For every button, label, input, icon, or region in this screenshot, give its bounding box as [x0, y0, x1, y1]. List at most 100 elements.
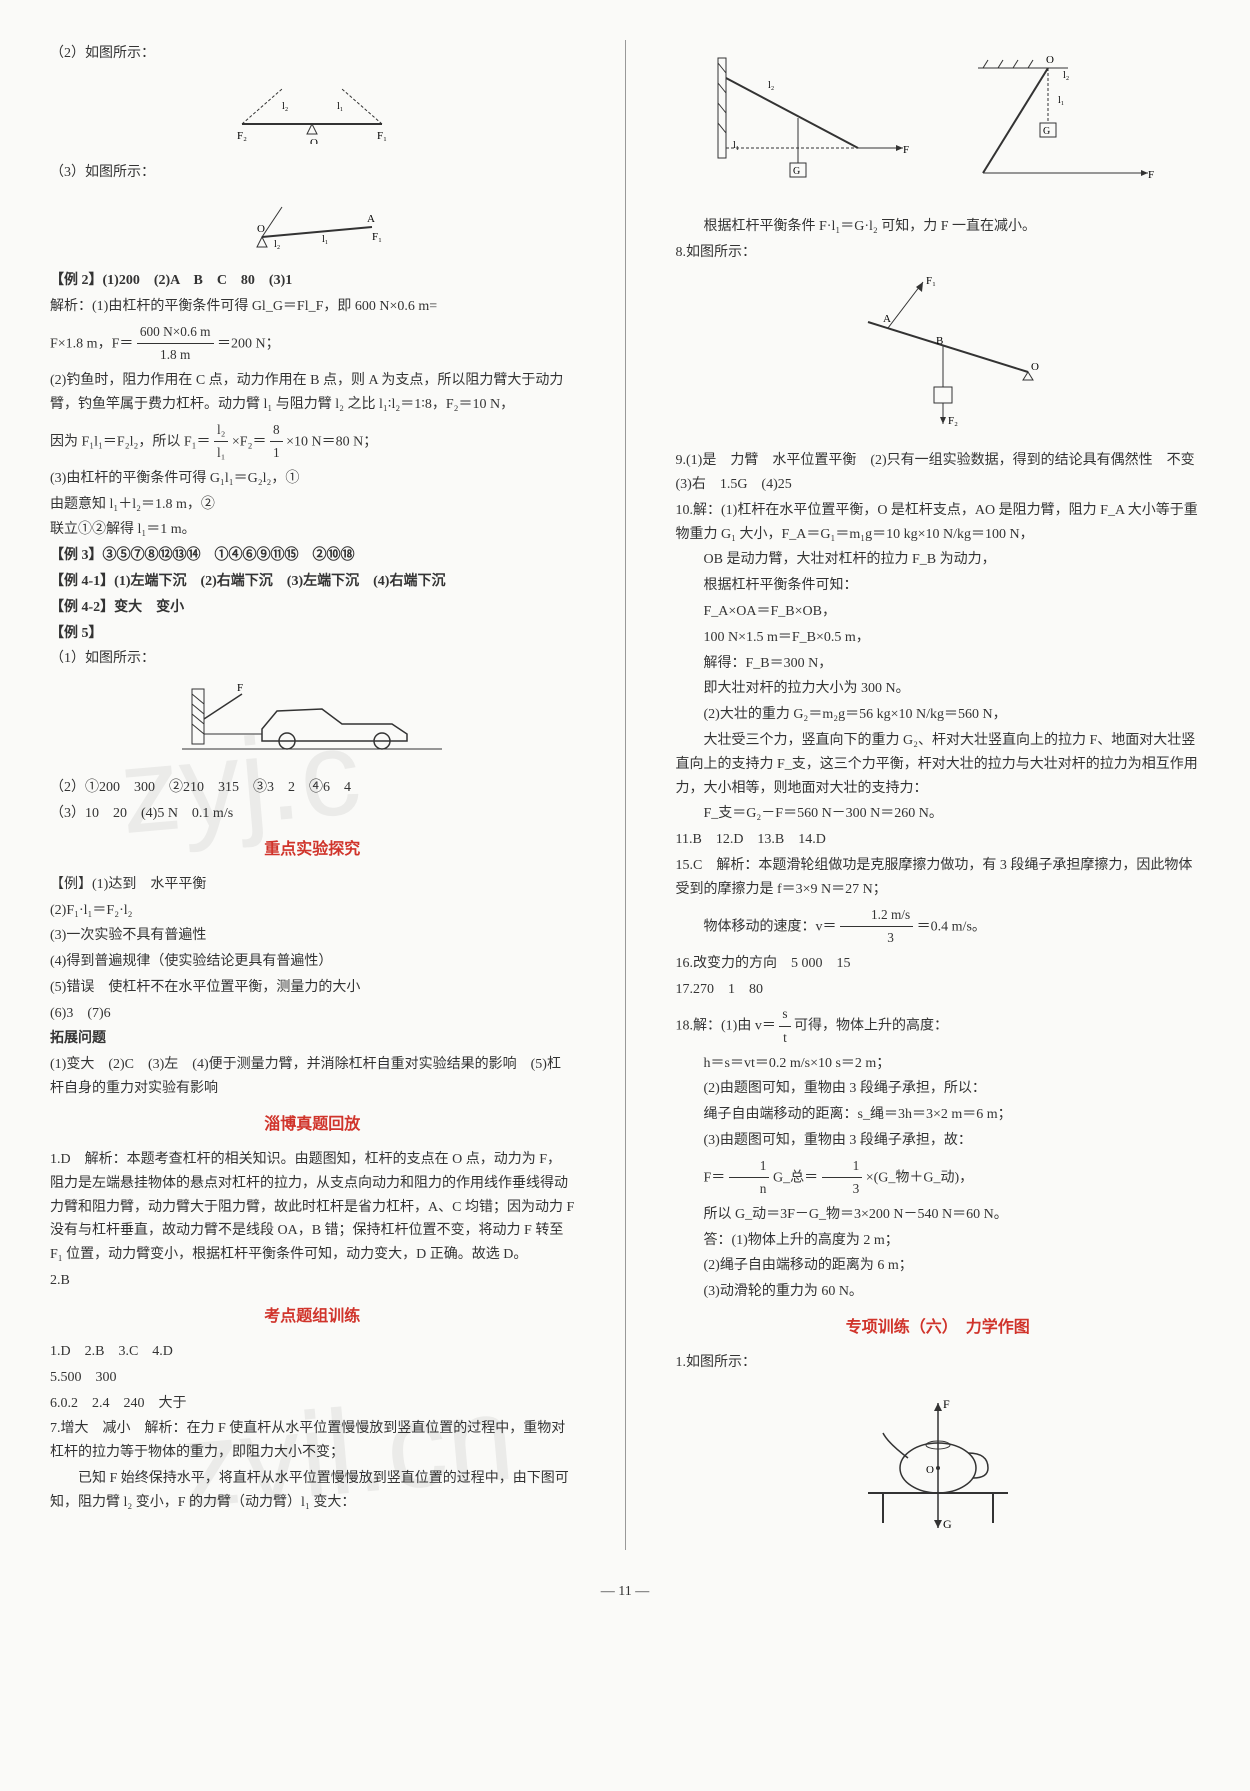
text-line: 1.D 2.B 3.C 4.D — [50, 1340, 575, 1364]
text-line: 联立①②解得 l₁＝1 m。 — [50, 518, 575, 542]
prefix: 18.解：(1)由 v＝ — [676, 1019, 776, 1034]
text-line: (2)钓鱼时，阻力作用在 C 点，动力作用在 B 点，则 A 为支点，所以阻力臂… — [50, 369, 575, 417]
example-2-head: 【例 2】(1)200 (2)A B C 80 (3)1 — [50, 269, 575, 293]
lever-2-svg: O A F₁ l₁ l₂ — [232, 192, 392, 252]
svg-text:F₁: F₁ — [377, 130, 387, 142]
text-line: F_支＝G₂－F＝560 N－300 N＝260 N。 — [676, 802, 1201, 826]
svg-text:A: A — [883, 313, 891, 325]
text-line: 16.改变力的方向 5 000 15 — [676, 952, 1201, 976]
svg-text:l₁: l₁ — [733, 140, 739, 151]
kettle-svg: F O G — [848, 1383, 1028, 1533]
figure-8: F₁ A O F₂ B — [676, 272, 1201, 441]
text-line: 6.0.2 2.4 240 大于 — [50, 1392, 575, 1416]
text-line: 11.B 12.D 13.B 14.D — [676, 828, 1201, 852]
page-columns: （2）如图所示： F₂ F₁ O l₂ l₁ （3）如图所示： O A — [50, 40, 1200, 1550]
text-line: 解析：(1)由杠杆的平衡条件可得 Gl_G＝Fl_F，即 600 N×0.6 m… — [50, 295, 575, 319]
fraction: 1n — [729, 1155, 770, 1201]
fraction: 1.2 m/s3 — [840, 904, 913, 950]
text-line: 17.270 1 80 — [676, 978, 1201, 1002]
section-heading-1: 重点实验探究 — [50, 836, 575, 863]
svg-text:O: O — [310, 137, 318, 144]
mid: ×F₂＝ — [232, 434, 267, 449]
text-line: 根据杠杆平衡条件可知： — [676, 574, 1201, 598]
svg-text:F: F — [903, 144, 909, 156]
section-heading-4: 专项训练（六） 力学作图 — [676, 1314, 1201, 1341]
text-line: (3)动滑轮的重力为 60 N。 — [676, 1280, 1201, 1304]
question-10-head: 10.解：(1)杠杆在水平位置平衡，O 是杠杆支点，AO 是阻力臂，阻力 F_A… — [676, 499, 1201, 547]
question-2: 2.B — [50, 1269, 575, 1293]
fraction: 81 — [270, 419, 283, 465]
figure-kettle: F O G — [676, 1383, 1201, 1542]
prefix: F＝ — [704, 1170, 726, 1185]
text-line: (2)由题图可知，重物由 3 段绳子承担，所以： — [676, 1077, 1201, 1101]
suffix: ＝0.4 m/s。 — [917, 919, 986, 934]
svg-text:O: O — [1046, 54, 1054, 66]
text-line: 即大壮对杆的拉力大小为 300 N。 — [676, 677, 1201, 701]
text-line: 【例】(1)达到 水平平衡 — [50, 873, 575, 897]
question-15: 15.C 解析：本题滑轮组做功是克服摩擦力做功，有 3 段绳子承担摩擦力，因此物… — [676, 854, 1201, 902]
fraction: st — [779, 1003, 790, 1049]
figure-lever-2: O A F₁ l₁ l₂ — [50, 192, 575, 261]
mid: G_总＝ — [773, 1170, 818, 1185]
text-line: (2)绳子自由端移动的距离为 6 m； — [676, 1254, 1201, 1278]
text-line: 7.增大 减小 解析：在力 F 使直杆从水平位置慢慢放到竖直位置的过程中，重物对… — [50, 1417, 575, 1465]
section-heading-2: 淄博真题回放 — [50, 1111, 575, 1138]
text-line: （3）10 20 (4)5 N 0.1 m/s — [50, 802, 575, 826]
extension-heading: 拓展问题 — [50, 1027, 575, 1051]
text-line: h＝s＝vt＝0.2 m/s×10 s＝2 m； — [676, 1052, 1201, 1076]
svg-text:F₁: F₁ — [372, 231, 382, 243]
text-line: (3)由题图可知，重物由 3 段绳子承担，故： — [676, 1129, 1201, 1153]
text-line: F×1.8 m，F＝ 600 N×0.6 m 1.8 m ＝200 N； — [50, 321, 575, 367]
left-column: （2）如图所示： F₂ F₁ O l₂ l₁ （3）如图所示： O A — [50, 40, 575, 1550]
text-line: 已知 F 始终保持水平，将直杆从水平位置慢慢放到竖直位置的过程中，由下图可知，阻… — [50, 1467, 575, 1515]
svg-text:l₁: l₁ — [322, 234, 328, 245]
text-line: (4)得到普遍规律（使实验结论更具有普遍性） — [50, 950, 575, 974]
svg-text:l₂: l₂ — [1063, 70, 1069, 81]
prefix: F×1.8 m，F＝ — [50, 336, 133, 351]
text-line: (1)变大 (2)C (3)左 (4)便于测量力臂，并消除杠杆自重对实验结果的影… — [50, 1053, 575, 1101]
text-line: 所以 G_动＝3F－G_物＝3×200 N－540 N＝60 N。 — [676, 1203, 1201, 1227]
example-3: 【例 3】③⑤⑦⑧⑫⑬⑭ ①④⑥⑨⑪⑮ ②⑩⑱ — [50, 544, 575, 568]
example-5-head: 【例 5】 — [50, 622, 575, 646]
text-line: (2)F₁·l₁＝F₂·l₂ — [50, 899, 575, 923]
example-4-2: 【例 4-2】变大 变小 — [50, 596, 575, 620]
text-line: （2）如图所示： — [50, 42, 575, 66]
text-line: 答：(1)物体上升的高度为 2 m； — [676, 1229, 1201, 1253]
question-1: 1.D 解析：本题考查杠杆的相关知识。由题图知，杠杆的支点在 O 点，动力为 F… — [50, 1148, 575, 1267]
suffix: ＝200 N； — [217, 336, 280, 351]
figure-right-top: G F l₁ l₂ G F O l₁ l₂ — [676, 48, 1201, 207]
svg-text:l₂: l₂ — [274, 239, 280, 250]
svg-text:A: A — [367, 213, 375, 225]
text-line: 绳子自由端移动的距离：s_绳＝3h＝3×2 m＝6 m； — [676, 1103, 1201, 1127]
text-line: 1.如图所示： — [676, 1351, 1201, 1375]
figure-car: F — [50, 679, 575, 768]
svg-text:O: O — [1031, 361, 1039, 373]
column-divider — [625, 40, 626, 1550]
text-line: (6)3 (7)6 — [50, 1002, 575, 1026]
text-line: OB 是动力臂，大壮对杠杆的拉力 F_B 为动力， — [676, 548, 1201, 572]
text-line: (3)一次实验不具有普遍性 — [50, 924, 575, 948]
suffix: 可得，物体上升的高度： — [794, 1019, 948, 1034]
text-line: （3）如图所示： — [50, 161, 575, 185]
page-number: — 11 — — [50, 1580, 1200, 1604]
svg-text:G: G — [1043, 126, 1050, 137]
fig8-svg: F₁ A O F₂ B — [828, 272, 1048, 432]
example-4-1: 【例 4-1】(1)左端下沉 (2)右端下沉 (3)左端下沉 (4)右端下沉 — [50, 570, 575, 594]
text-line: 根据杠杆平衡条件 F·l₁＝G·l₂ 可知，力 F 一直在减小。 — [676, 215, 1201, 239]
prefix: 因为 F₁l₁＝F₂l₂，所以 F₁＝ — [50, 434, 211, 449]
question-9: 9.(1)是 力臂 水平位置平衡 (2)只有一组实验数据，得到的结论具有偶然性 … — [676, 449, 1201, 497]
svg-text:l₁: l₁ — [337, 101, 343, 112]
text-line: 8.如图所示： — [676, 241, 1201, 265]
text-line: (3)由杠杆的平衡条件可得 G₁l₁＝G₂l₂，① — [50, 467, 575, 491]
section-heading-3: 考点题组训练 — [50, 1303, 575, 1330]
svg-text:F: F — [237, 682, 243, 694]
svg-text:O: O — [926, 1464, 934, 1476]
svg-text:l₂: l₂ — [768, 80, 774, 91]
text-line: 解得：F_B＝300 N， — [676, 652, 1201, 676]
svg-text:F: F — [1148, 169, 1154, 181]
text-line: （2）①200 300 ②210 315 ③3 2 ④6 4 — [50, 776, 575, 800]
svg-text:F₂: F₂ — [237, 130, 247, 142]
text-line: 物体移动的速度：v＝ 1.2 m/s3 ＝0.4 m/s。 — [676, 904, 1201, 950]
svg-text:l₁: l₁ — [1058, 95, 1064, 106]
svg-text:G: G — [793, 166, 800, 177]
